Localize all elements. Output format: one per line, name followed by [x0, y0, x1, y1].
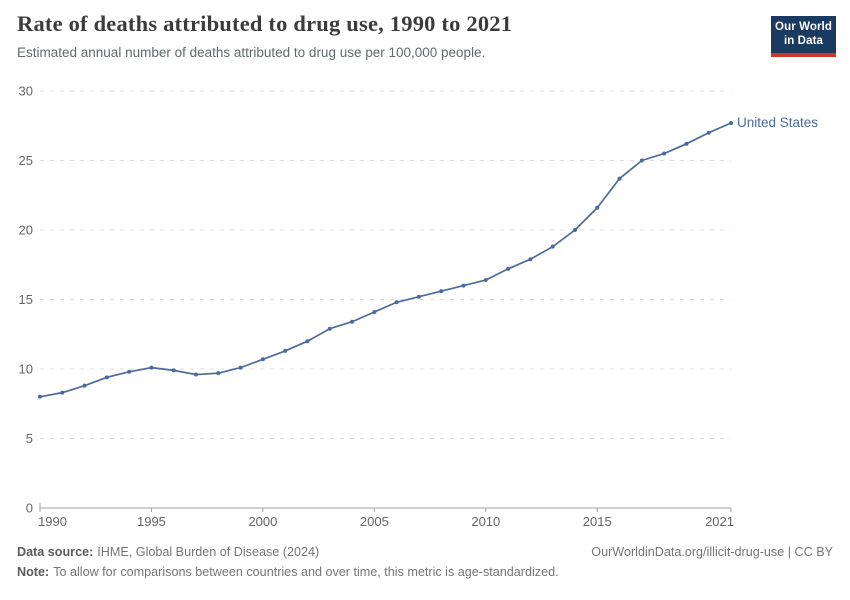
- data-point-1990: [38, 394, 42, 399]
- owid-logo-line1: Our World: [775, 21, 832, 33]
- data-point-2018: [662, 151, 667, 156]
- data-point-2000: [260, 357, 265, 362]
- data-point-1998: [216, 371, 221, 376]
- data-point-1999: [238, 365, 243, 370]
- data-point-2020: [706, 130, 711, 135]
- data-point-2002: [305, 339, 310, 344]
- series-line: [39, 122, 732, 398]
- x-tick-label-2010: 2010: [471, 514, 500, 529]
- credit-link[interactable]: OurWorldinData.org/illicit-drug-use | CC…: [591, 545, 833, 559]
- data-point-2021: [729, 120, 733, 125]
- data-point-2009: [461, 283, 466, 288]
- data-point-2006: [394, 300, 399, 305]
- data-point-2004: [350, 319, 355, 324]
- y-tick-label-15: 15: [19, 292, 33, 307]
- x-tick-label-1995: 1995: [137, 514, 166, 529]
- data-point-1996: [171, 368, 176, 373]
- owid-logo[interactable]: Our World in Data: [771, 16, 836, 58]
- owid-logo-line2: in Data: [783, 34, 824, 47]
- page-subtitle: Estimated annual number of deaths attrib…: [17, 45, 486, 60]
- data-point-1997: [194, 372, 199, 377]
- data-point-2010: [483, 278, 488, 283]
- y-tick-label-0: 0: [26, 501, 33, 516]
- data-point-2017: [639, 158, 644, 163]
- x-tick-label-1990: 1990: [38, 514, 67, 529]
- x-tick-label-2021: 2021: [705, 514, 734, 529]
- data-point-2011: [506, 266, 511, 271]
- data-point-2013: [550, 244, 555, 249]
- note-text: To allow for comparisons between countri…: [53, 564, 559, 579]
- entity-label: United States: [737, 115, 818, 130]
- data-point-2014: [572, 228, 577, 232]
- x-tick-label-2015: 2015: [583, 514, 612, 529]
- data-point-2007: [416, 294, 421, 299]
- data-source-text: IHME, Global Burden of Disease (2024): [97, 545, 320, 559]
- y-tick-label-30: 30: [19, 84, 33, 99]
- data-point-2012: [528, 257, 533, 262]
- data-point-2001: [283, 348, 288, 353]
- data-source-line: Data source: IHME, Global Burden of Disea…: [17, 543, 319, 563]
- data-point-2019: [684, 141, 689, 146]
- data-point-1994: [127, 369, 132, 374]
- y-tick-label-20: 20: [19, 223, 33, 238]
- chart-header: Rate of deaths attributed to drug use, 1…: [17, 10, 750, 62]
- data-point-1991: [60, 390, 65, 395]
- data-point-2003: [327, 326, 332, 331]
- data-point-2016: [617, 176, 622, 181]
- line-chart[interactable]: 0 5 10 15 20 25 30 1990 1995 2000 2005 2010 2015 2021…: [0, 0, 850, 543]
- data-point-2008: [439, 289, 444, 294]
- note-line: Note: To allow for comparisons between co…: [17, 563, 833, 583]
- y-tick-label-25: 25: [19, 153, 33, 168]
- data-point-1992: [82, 383, 87, 388]
- data-point-1993: [104, 375, 109, 380]
- page-title: Rate of deaths attributed to drug use, 1…: [17, 11, 513, 36]
- data-point-1995: [149, 365, 154, 370]
- data-point-2005: [372, 310, 377, 315]
- data-source-label: Data source:: [17, 545, 94, 559]
- x-tick-label-2000: 2000: [248, 514, 277, 529]
- data-point-2015: [595, 205, 600, 210]
- y-tick-label-5: 5: [26, 431, 33, 446]
- chart-footer: Data source: IHME, Global Burden of Disea…: [17, 543, 833, 582]
- y-tick-label-10: 10: [19, 362, 33, 377]
- x-tick-label-2005: 2005: [360, 514, 389, 529]
- note-label: Note:: [17, 564, 50, 579]
